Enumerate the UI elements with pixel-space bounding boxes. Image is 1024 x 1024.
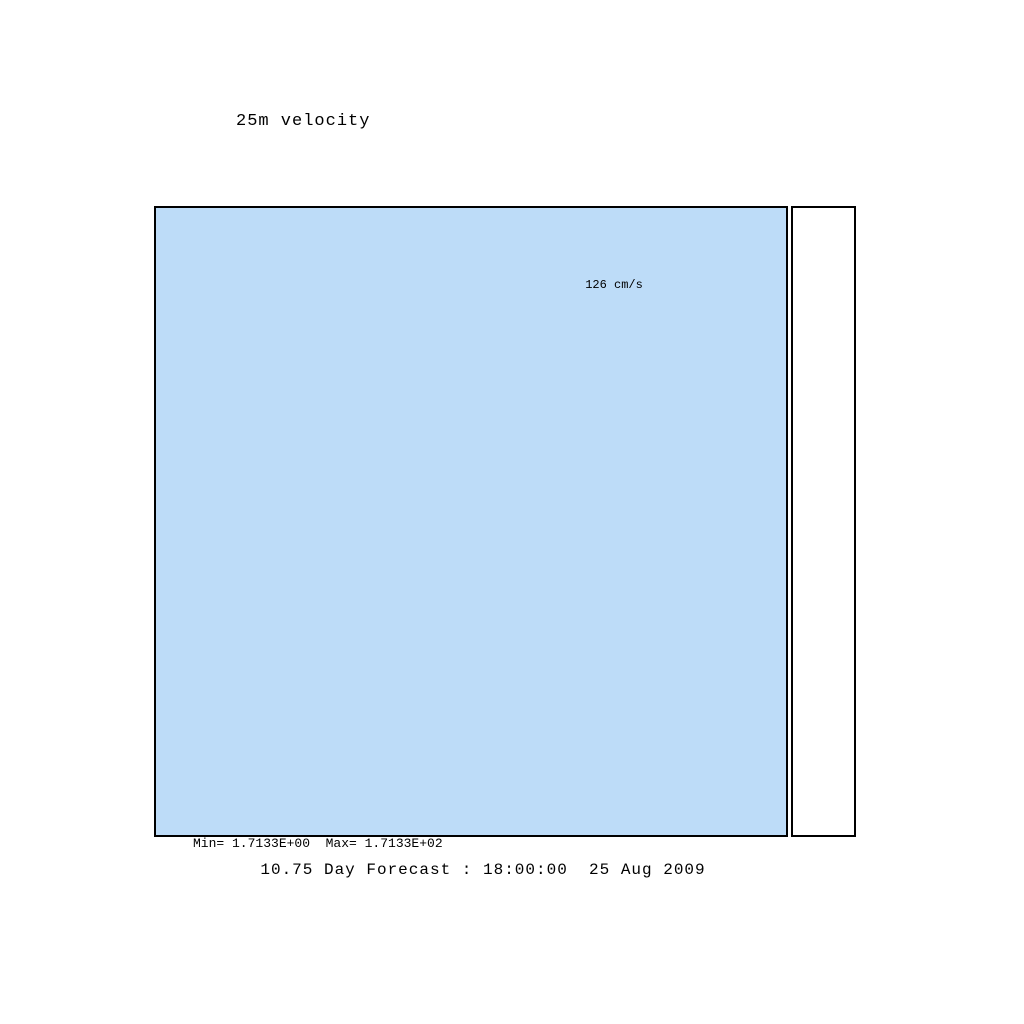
reference-vector-label: 126 cm/s bbox=[585, 278, 643, 292]
velocity-field-canvas bbox=[156, 208, 786, 835]
min-max-stats: Min= 1.7133E+00 Max= 1.7133E+02 bbox=[193, 836, 443, 851]
colorbar bbox=[791, 206, 856, 837]
plot-title: 25m velocity bbox=[236, 112, 371, 131]
forecast-caption: 10.75 Day Forecast : 18:00:00 25 Aug 200… bbox=[260, 861, 706, 879]
